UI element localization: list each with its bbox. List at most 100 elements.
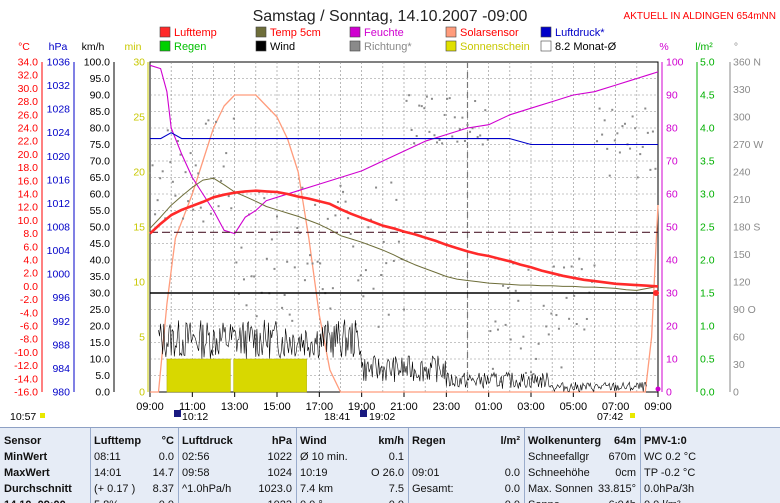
time-label: 01:00: [475, 401, 503, 413]
table-cell: Sensor: [4, 435, 42, 447]
direction-dot: [557, 327, 560, 330]
direction-dot: [187, 200, 190, 203]
table-cell: 08:11: [94, 451, 121, 463]
direction-dot: [636, 176, 639, 179]
direction-dot: [578, 257, 581, 260]
direction-dot: [347, 217, 350, 220]
direction-dot: [149, 172, 151, 175]
direction-dot: [385, 262, 388, 265]
table-cell: Regen: [412, 435, 446, 447]
axis-tick-label-temp: -6.0: [20, 321, 38, 333]
table-column: Luftdruck hPa 02:56 1022 09:58 1024 ^1.0hPa/h 1…: [178, 428, 296, 503]
legend-label: Richtung*: [364, 41, 412, 53]
axis-tick-label-lm2: 3.0: [700, 189, 715, 201]
table-row: Schneehöhe 0cm: [524, 465, 640, 481]
direction-dot: [507, 287, 510, 290]
direction-dot: [456, 140, 459, 143]
sun-rise-time: 10:57: [10, 411, 36, 423]
axis-tick-label-pct: 30: [666, 288, 678, 300]
direction-dot: [601, 133, 604, 136]
axis-tick-label-pct: 100: [666, 57, 684, 69]
direction-dot: [629, 147, 632, 150]
axis-tick-label-min: 0: [139, 387, 145, 399]
axis-tick-label-temp: -2.0: [20, 294, 38, 306]
table-row: Sensor: [0, 433, 90, 449]
direction-dot: [204, 122, 207, 125]
axis-tick-label-temp: 16.0: [18, 175, 39, 187]
direction-dot: [433, 134, 436, 137]
direction-dot: [276, 215, 278, 218]
direction-dot: [641, 145, 644, 148]
direction-dot: [649, 168, 652, 171]
axis-tick-label-dir: 60: [733, 332, 745, 344]
axis-tick-label-pct: 50: [666, 222, 678, 234]
axis-tick-label-temp: -16.0: [14, 387, 38, 399]
direction-dot: [184, 171, 187, 174]
axis-tick-label-temp: 22.0: [18, 136, 39, 148]
table-cell: 0.1: [388, 451, 404, 463]
table-row: Max. Sonnen 33.815°: [524, 481, 640, 497]
table-divider: [178, 428, 179, 503]
axis-tick-label-kmh: 100.0: [84, 57, 110, 69]
table-cell: 0.0: [159, 497, 174, 503]
table-divider: [524, 428, 525, 503]
direction-dot: [451, 135, 454, 138]
direction-dot: [603, 119, 606, 122]
axis-tick-label-kmh: 70.0: [90, 156, 111, 168]
direction-dot: [545, 325, 548, 328]
direction-dot: [380, 274, 383, 277]
table-cell: Max. Sonnen: [528, 483, 593, 495]
axis-tick-label-kmh: 15.0: [90, 337, 111, 349]
series-wind: [158, 319, 647, 393]
table-divider: [408, 428, 409, 503]
table-cell: 7.5: [388, 483, 404, 495]
direction-dot: [555, 314, 558, 317]
direction-dot: [568, 317, 571, 320]
table-row: Sonne 6:04h: [524, 497, 640, 503]
axis-tick-label-kmh: 85.0: [90, 106, 111, 118]
direction-dot: [453, 116, 456, 119]
table-row: Regen l/m²: [408, 433, 524, 449]
direction-dot: [395, 198, 398, 201]
axis-tick-label-dir: 180 S: [733, 222, 760, 234]
axis-tick-label-pct: 40: [666, 255, 678, 267]
direction-dot: [222, 165, 225, 168]
legend-label: 8.2 Monat-Ø: [555, 41, 617, 53]
time-label: 09:00: [136, 401, 164, 413]
direction-dot: [242, 278, 245, 281]
series-solarsensor: [150, 94, 659, 393]
direction-dot: [646, 131, 649, 134]
direction-dot: [522, 335, 525, 338]
direction-dot: [192, 208, 195, 211]
axis-tick-label-pct: 0: [666, 387, 672, 399]
table-cell: Schneefallgr: [528, 451, 590, 463]
direction-dot: [489, 330, 492, 333]
direction-dot: [413, 142, 416, 145]
table-cell: Durchschnitt: [4, 483, 72, 495]
axis-unit-kmh: km/h: [82, 41, 105, 53]
direction-dot: [362, 295, 365, 298]
plot-area: [149, 61, 659, 393]
legend-swatch: [255, 26, 267, 38]
series-feuchte: [149, 64, 659, 235]
direction-dot: [232, 117, 235, 120]
direction-dot: [331, 287, 334, 290]
direction-dot: [466, 123, 469, 126]
axis-tick-label-temp: 2.0: [23, 268, 38, 280]
time-label: 05:00: [560, 401, 588, 413]
direction-dot: [479, 134, 482, 137]
table-column: Wolkenunterg 64m Schneefallgr 670m Schneehöh…: [524, 428, 640, 503]
direction-dot: [654, 167, 657, 170]
direction-dot: [418, 104, 421, 107]
axis-tick-label-kmh: 30.0: [90, 288, 111, 300]
direction-dot: [469, 130, 472, 133]
sunshine-block: [233, 358, 307, 393]
direction-dot: [446, 97, 449, 100]
axis-tick-label-pct: 80: [666, 123, 678, 135]
time-label: 21:00: [390, 401, 418, 413]
direction-dot: [326, 217, 329, 220]
direction-dot: [227, 195, 230, 198]
direction-dot: [273, 267, 276, 270]
direction-dot: [560, 366, 563, 369]
direction-dot: [288, 313, 291, 316]
